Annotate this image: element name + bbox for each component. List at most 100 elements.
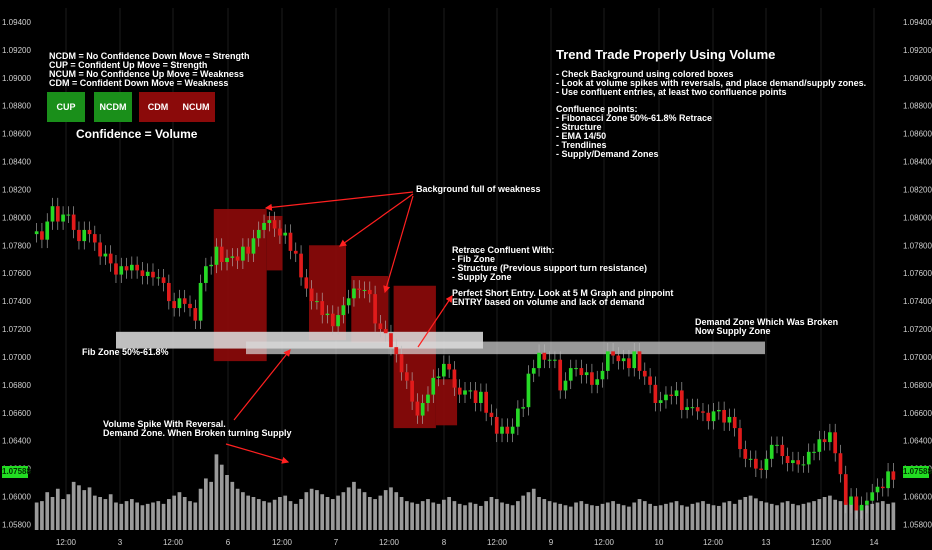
candle-body [119, 266, 124, 275]
volume-bar [383, 490, 388, 530]
volume-bar [822, 497, 827, 530]
y-tick-label-left: 1.09200 [2, 46, 31, 55]
candle-body [66, 214, 71, 216]
candle-body [833, 432, 838, 454]
legend-def-ncdm: NCDM = No Confidence Down Move = Strengt… [49, 51, 250, 61]
candle-body [563, 380, 568, 391]
candle-body [230, 256, 235, 258]
volume-bar [362, 492, 367, 530]
candle-body [479, 391, 483, 403]
candle-body [875, 486, 880, 493]
annotation-arrow [417, 295, 453, 348]
candle-body [537, 352, 541, 369]
y-tick-label-right: 1.08200 [903, 185, 932, 194]
volume-bar [531, 488, 536, 530]
short-entry-line-2: ENTRY based on volume and lack of demand [452, 297, 645, 307]
volume-bar [791, 503, 795, 530]
volume-bar [394, 492, 399, 530]
volume-bar [219, 464, 224, 530]
volume-bar [775, 505, 779, 530]
y-tick-label-right: 1.06400 [903, 437, 932, 446]
candle-body [193, 308, 198, 321]
candle-body [722, 409, 726, 423]
volume-bar [50, 497, 55, 530]
volume-bar [595, 505, 600, 530]
x-tick-label: 12:00 [594, 538, 615, 547]
volume-bar [320, 494, 325, 530]
candle-body [447, 363, 451, 370]
candle-body [394, 347, 399, 355]
candle-body [55, 206, 60, 222]
candle-body [309, 288, 314, 302]
candle-body [711, 411, 716, 422]
candle-body [796, 460, 801, 465]
legend-def-ncum: NCUM = No Confidence Up Move = Weakness [49, 69, 244, 79]
volume-bar [500, 502, 504, 530]
candle-body [568, 368, 573, 381]
volume-bar [669, 502, 674, 530]
candle-body [769, 444, 774, 459]
candle-body [880, 486, 885, 489]
volume-bar [574, 502, 578, 530]
volume-bar [553, 502, 557, 530]
candle-body [822, 439, 827, 443]
confluence-item-1: - Fibonacci Zone 50%-61.8% Retrace [556, 113, 713, 123]
candle-body [367, 289, 372, 295]
candle-body [293, 250, 298, 254]
candle-body [352, 288, 356, 299]
volume-bar [796, 505, 801, 530]
candle-body [45, 221, 50, 240]
candle-body [812, 451, 816, 453]
volume-bars [34, 454, 896, 530]
y-tick-label-left: 1.08000 [2, 213, 31, 222]
candle-body [463, 390, 467, 395]
candle-body [262, 222, 266, 230]
strategy-block: Trend Trade Properly Using Volume - Chec… [556, 48, 866, 159]
volume-bar [336, 495, 340, 530]
candle-body [373, 294, 377, 324]
volume-bar [457, 503, 462, 530]
candle-body [177, 298, 182, 309]
volume-bar [584, 503, 589, 530]
volume-bar [754, 498, 758, 530]
candle-body [870, 492, 875, 501]
volume-bar [627, 506, 631, 530]
volume-bar [182, 497, 187, 530]
x-tick-label: 12:00 [56, 538, 77, 547]
volume-bar [891, 502, 896, 530]
candle-body [151, 271, 155, 278]
volume-bar [664, 503, 668, 530]
candle-body [843, 474, 848, 505]
volume-bar [526, 492, 531, 530]
volume-bar [537, 497, 541, 530]
volume-bar [404, 501, 409, 530]
x-tick-label: 9 [549, 538, 554, 547]
y-tick-label-right: 1.06800 [903, 381, 932, 390]
candle-body [706, 412, 711, 422]
legend-button-cdm: CDM [139, 92, 177, 122]
volume-bar [246, 495, 251, 530]
volume-bar [341, 492, 346, 530]
volume-spike-note: Volume Spike With Reversal. Demand Zone.… [103, 420, 292, 438]
candle-body [98, 242, 102, 257]
candle-body [246, 246, 251, 254]
volume-bar [55, 488, 60, 530]
candle-body [674, 390, 679, 397]
candle-body [457, 387, 462, 395]
candle-body [426, 394, 430, 403]
candle-body [114, 263, 118, 275]
volume-bar [727, 501, 732, 530]
candle-body [531, 368, 536, 374]
volume-bar [40, 501, 44, 530]
volume-bar [658, 505, 663, 530]
y-tick-label-left: 1.07800 [2, 241, 31, 250]
volume-bar [426, 499, 430, 530]
x-tick-label: 6 [226, 538, 231, 547]
volume-spike-line-2: Demand Zone. When Broken turning Supply [103, 428, 292, 438]
candle-body [785, 456, 790, 464]
y-tick-label-left: 1.08400 [2, 158, 31, 167]
candle-body [50, 206, 55, 222]
confluence-item-3: - EMA 14/50 [556, 131, 607, 141]
y-tick-label-left: 1.07000 [2, 353, 31, 362]
